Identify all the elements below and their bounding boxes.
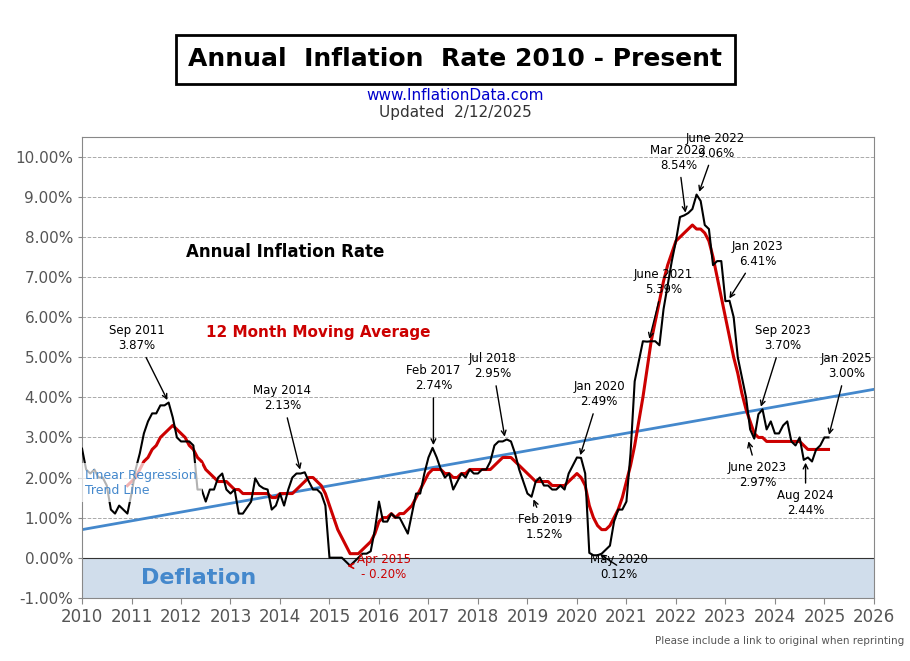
Text: www.InflationData.com: www.InflationData.com bbox=[366, 89, 544, 103]
Text: Updated  2/12/2025: Updated 2/12/2025 bbox=[379, 105, 531, 120]
Text: June 2022
9.06%: June 2022 9.06% bbox=[686, 132, 745, 190]
Text: Deflation: Deflation bbox=[141, 568, 257, 588]
Text: Apr 2015
- 0.20%: Apr 2015 - 0.20% bbox=[349, 553, 411, 581]
Text: Aug 2024
2.44%: Aug 2024 2.44% bbox=[777, 464, 834, 517]
Text: Jul 2018
2.95%: Jul 2018 2.95% bbox=[469, 352, 517, 435]
Text: Sep 2011
3.87%: Sep 2011 3.87% bbox=[108, 325, 167, 399]
Text: Annual Inflation Rate: Annual Inflation Rate bbox=[186, 243, 384, 261]
Text: May 2014
2.13%: May 2014 2.13% bbox=[254, 385, 311, 468]
Text: Annual  Inflation  Rate 2010 - Present: Annual Inflation Rate 2010 - Present bbox=[188, 48, 722, 71]
Text: Sep 2023
3.70%: Sep 2023 3.70% bbox=[754, 325, 810, 405]
Text: Jan 2023
6.41%: Jan 2023 6.41% bbox=[730, 240, 784, 297]
Text: Jan 2020
2.49%: Jan 2020 2.49% bbox=[573, 380, 625, 453]
Text: Feb 2019
1.52%: Feb 2019 1.52% bbox=[518, 501, 572, 541]
Text: Mar 2022
8.54%: Mar 2022 8.54% bbox=[651, 144, 706, 211]
Text: Please include a link to original when reprinting: Please include a link to original when r… bbox=[655, 637, 905, 646]
Text: Jan 2025
3.00%: Jan 2025 3.00% bbox=[821, 352, 873, 433]
Text: 12 Month Moving Average: 12 Month Moving Average bbox=[206, 325, 430, 340]
Text: Feb 2017
2.74%: Feb 2017 2.74% bbox=[406, 364, 460, 444]
Text: May 2020
0.12%: May 2020 0.12% bbox=[590, 553, 648, 581]
Bar bbox=[82, 558, 874, 598]
Text: June 2023
2.97%: June 2023 2.97% bbox=[728, 443, 787, 488]
Text: Linear Regression
Trend Line: Linear Regression Trend Line bbox=[85, 469, 197, 496]
Text: June 2021
5.39%: June 2021 5.39% bbox=[634, 268, 693, 338]
